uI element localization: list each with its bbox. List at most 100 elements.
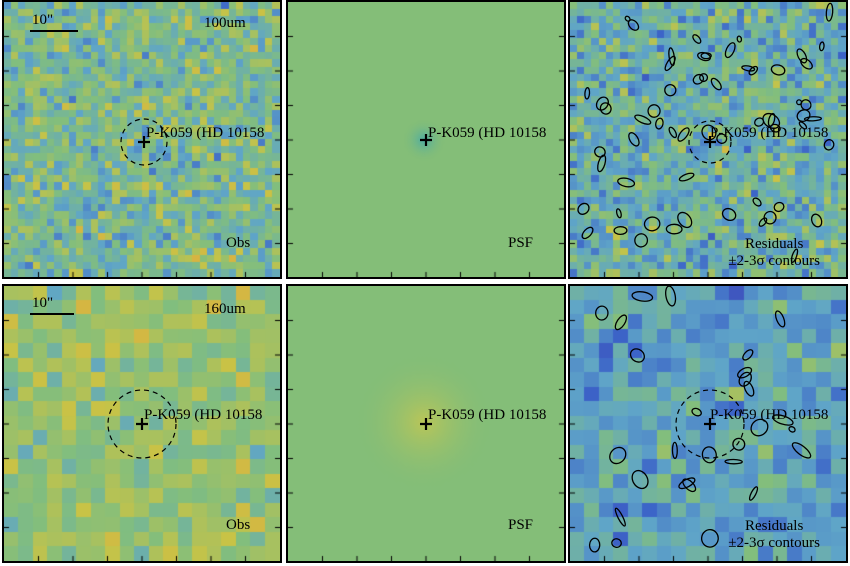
scale-label: 10"	[32, 12, 54, 28]
residual-label: Residuals	[744, 236, 804, 252]
contour-mark	[634, 233, 649, 248]
contour-mark	[664, 55, 676, 72]
contour-mark	[736, 35, 743, 43]
psf-label: PSF	[508, 517, 534, 533]
source-label: P-K059 (HD 10158	[146, 125, 265, 141]
source-cross	[704, 418, 716, 430]
contour-mark	[773, 201, 785, 213]
contour-mark	[790, 248, 799, 263]
contour-mark	[710, 77, 722, 91]
contour-mark	[634, 114, 652, 125]
source-label: P-K059 (HD 10158	[710, 407, 829, 423]
contour-mark	[701, 446, 717, 464]
source-label: P-K059 (HD 10158	[144, 407, 263, 423]
source-cross	[138, 136, 150, 148]
contour-mark	[691, 407, 702, 417]
contour-mark	[798, 121, 808, 130]
contour-mark	[699, 73, 709, 83]
contour-mark	[818, 41, 825, 52]
source-cross	[420, 418, 432, 430]
contour-mark	[700, 528, 719, 548]
contour-mark	[825, 2, 834, 22]
obs-label: Obs	[226, 517, 251, 533]
source-label: P-K059 (HD 10158	[428, 407, 547, 423]
contour-mark	[677, 127, 690, 142]
source-cross	[704, 136, 716, 148]
contour-mark	[664, 83, 677, 97]
contour-mark	[692, 34, 702, 44]
contour-mark	[609, 446, 627, 465]
contour-mark	[796, 109, 811, 123]
contour-mark	[665, 223, 683, 235]
contour-mark	[678, 172, 695, 182]
contour-mark	[581, 226, 594, 240]
contour-mark	[803, 116, 823, 122]
obs-160um-panel: 10" 160um P-K059 (HD 10158 Obs	[2, 284, 282, 563]
psf-100um-panel: P-K059 (HD 10158 PSF	[286, 0, 566, 279]
residual-100um-overlay	[577, 2, 835, 263]
contour-mark	[594, 146, 606, 158]
contour-mark	[767, 112, 776, 127]
contour-mark	[588, 537, 601, 553]
band-label: 160um	[204, 301, 246, 317]
contour-mark	[671, 441, 678, 460]
residual-caption: Residuals ±2-3σ contours	[728, 236, 820, 270]
aperture-circle	[675, 389, 745, 459]
obs-160um-overlay	[30, 313, 177, 459]
contour-mark	[631, 469, 649, 490]
residual-label: Residuals	[744, 518, 804, 534]
aperture-circle	[120, 118, 168, 166]
residual-caption: Residuals ±2-3σ contours	[728, 518, 820, 552]
contour-mark	[769, 123, 781, 133]
contour-mark	[577, 202, 590, 215]
contour-mark	[750, 418, 769, 437]
contour-mark	[721, 207, 737, 222]
contour-mark	[611, 538, 622, 549]
contour-mark	[678, 477, 696, 490]
contour-mark	[682, 478, 697, 493]
contour-label: ±2-3σ contours	[728, 253, 820, 269]
contour-mark	[774, 310, 786, 328]
contour-mark	[595, 96, 609, 111]
contour-mark	[763, 210, 777, 225]
psf-100um-overlay	[420, 134, 432, 146]
psf-160um-panel: P-K059 (HD 10158 PSF	[286, 284, 566, 563]
contour-mark	[738, 371, 752, 387]
contour-mark	[743, 380, 755, 397]
contour-mark	[624, 15, 631, 22]
band-label: 100um	[204, 15, 246, 31]
residual-160um-overlay	[588, 286, 812, 553]
contour-mark	[791, 442, 812, 459]
aperture-circle	[107, 389, 177, 459]
contour-mark	[772, 414, 794, 426]
contour-mark	[800, 57, 813, 70]
contour-mark	[700, 52, 712, 60]
contour-label: ±2-3σ contours	[728, 535, 820, 551]
contour-mark	[692, 73, 705, 85]
contour-mark	[665, 286, 677, 307]
contour-mark	[701, 124, 717, 141]
contour-mark	[614, 507, 626, 527]
contour-mark	[677, 211, 693, 229]
contour-mark	[617, 177, 636, 188]
contour-mark	[810, 213, 823, 228]
source-cross	[136, 418, 148, 430]
obs-100um-panel: 10" 100um P-K059 (HD 10158 Obs	[2, 0, 282, 279]
source-label: P-K059 (HD 10158	[710, 125, 829, 141]
contour-mark	[823, 139, 835, 151]
contour-mark	[613, 226, 628, 236]
contour-mark	[796, 48, 808, 64]
contour-mark	[724, 42, 736, 59]
contour-mark	[584, 87, 591, 100]
residual-160um-panel: P-K059 (HD 10158 Residuals ±2-3σ contour…	[568, 284, 848, 563]
contour-mark	[716, 133, 728, 144]
contour-mark	[655, 117, 664, 130]
contour-mark	[758, 217, 768, 227]
contour-mark	[748, 486, 759, 501]
contour-mark	[741, 65, 756, 72]
contour-mark	[631, 291, 654, 302]
contour-mark	[732, 437, 746, 451]
aperture-circle	[688, 120, 732, 164]
contour-mark	[647, 104, 661, 118]
psf-label: PSF	[508, 235, 534, 251]
